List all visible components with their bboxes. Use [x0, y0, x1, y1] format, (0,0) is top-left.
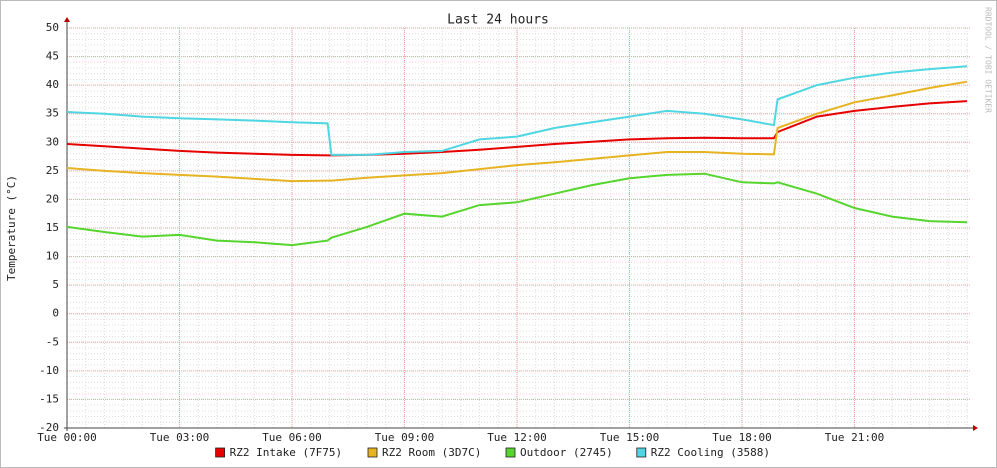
y-tick-label: 25	[46, 164, 59, 177]
y-tick-label: -15	[39, 392, 59, 405]
y-tick-label: 45	[46, 50, 59, 63]
y-tick-label: -10	[39, 364, 59, 377]
series-line	[66, 100, 968, 157]
legend-swatch	[215, 447, 226, 458]
series-line	[66, 80, 968, 183]
y-axis-label: Temperature (°C)	[5, 175, 18, 281]
y-tick-label: 50	[46, 21, 59, 34]
y-tick-label: 5	[52, 278, 59, 291]
legend-label: RZ2 Intake (7F75)	[230, 446, 343, 459]
x-tick-label: Tue 12:00	[487, 431, 547, 444]
x-tick-label: Tue 00:00	[37, 431, 97, 444]
y-tick-label: 15	[46, 221, 59, 234]
x-tick-label: Tue 18:00	[712, 431, 772, 444]
y-tick-label: 10	[46, 250, 59, 263]
chart-title: Last 24 hours	[447, 13, 549, 28]
y-tick-label: 35	[46, 107, 59, 120]
y-tick-label: 0	[52, 307, 59, 320]
legend-label: RZ2 Room (3D7C)	[382, 446, 481, 459]
y-tick-label: 40	[46, 78, 59, 91]
y-tick-label: -5	[46, 335, 59, 348]
x-tick-label: Tue 15:00	[600, 431, 660, 444]
axis-arrow	[64, 17, 70, 22]
legend-label: Outdoor (2745)	[520, 446, 613, 459]
axis-arrow	[973, 425, 978, 431]
legend-label: RZ2 Cooling (3588)	[651, 446, 770, 459]
x-tick-label: Tue 06:00	[262, 431, 322, 444]
x-tick-label: Tue 03:00	[150, 431, 210, 444]
x-tick-label: Tue 09:00	[375, 431, 435, 444]
x-tick-label: Tue 21:00	[825, 431, 885, 444]
legend-swatch	[505, 447, 516, 458]
watermark: RRDTOOL / TOBI OETIKER	[984, 7, 993, 113]
y-tick-label: 20	[46, 192, 59, 205]
series-line	[66, 65, 968, 156]
y-tick-label: -20	[39, 421, 59, 434]
legend-swatch	[636, 447, 647, 458]
legend-swatch	[367, 447, 378, 458]
series-line	[66, 172, 968, 247]
y-tick-label: 30	[46, 135, 59, 148]
